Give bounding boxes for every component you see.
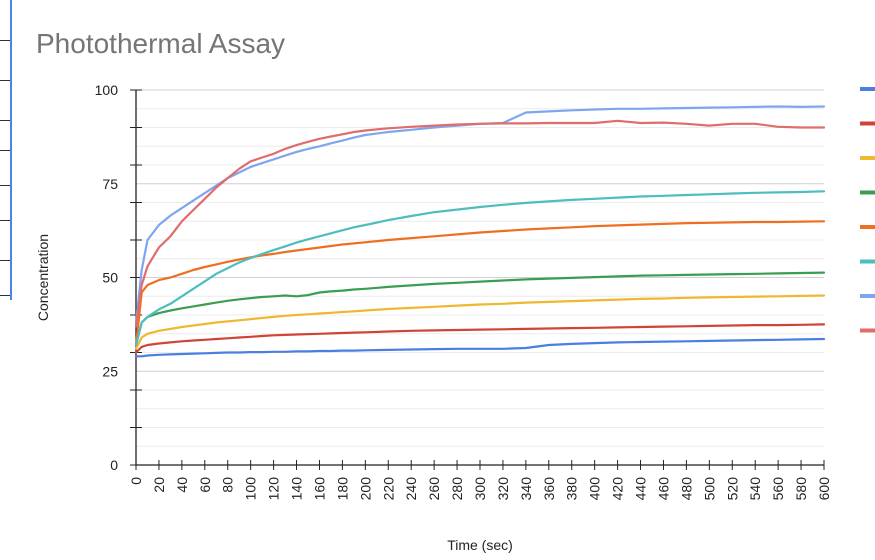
x-tick-label: 560 bbox=[770, 477, 786, 501]
series-line bbox=[134, 119, 826, 328]
x-tick-label: 380 bbox=[564, 477, 580, 501]
x-tick-label: 540 bbox=[747, 477, 763, 501]
x-tick-label: 500 bbox=[701, 477, 717, 501]
x-tick-label: 600 bbox=[816, 477, 832, 501]
series-line bbox=[134, 294, 826, 350]
x-tick-label: 420 bbox=[610, 477, 626, 501]
frame-tick bbox=[0, 185, 10, 186]
x-tick-label: 120 bbox=[266, 477, 282, 501]
y-tick-label: 75 bbox=[102, 176, 118, 192]
x-tick-label: 160 bbox=[311, 477, 327, 501]
y-tick-label: 100 bbox=[95, 82, 119, 98]
frame-tick bbox=[0, 150, 10, 151]
x-tick-label: 60 bbox=[197, 477, 213, 493]
frame-tick bbox=[0, 40, 10, 41]
x-tick-label: 200 bbox=[357, 477, 373, 501]
frame-tick bbox=[0, 295, 10, 296]
x-tick-label: 100 bbox=[243, 477, 259, 501]
x-tick-label: 240 bbox=[403, 477, 419, 501]
series-line bbox=[134, 271, 826, 347]
x-axis-label: Time (sec) bbox=[447, 537, 513, 553]
series-line bbox=[134, 190, 826, 347]
y-axis-label: Concentration bbox=[35, 234, 51, 321]
x-tick-label: 300 bbox=[472, 477, 488, 501]
x-tick-label: 260 bbox=[426, 477, 442, 501]
frame-tick bbox=[0, 220, 10, 221]
chart-title: Photothermal Assay bbox=[36, 28, 286, 59]
x-tick-label: 140 bbox=[289, 477, 305, 501]
x-tick-label: 580 bbox=[793, 477, 809, 501]
x-tick-label: 480 bbox=[678, 477, 694, 501]
x-tick-label: 280 bbox=[449, 477, 465, 501]
x-tick-label: 360 bbox=[541, 477, 557, 501]
x-tick-label: 20 bbox=[151, 477, 167, 493]
series-line bbox=[134, 105, 826, 324]
y-tick-label: 25 bbox=[102, 363, 118, 379]
x-tick-label: 220 bbox=[380, 477, 396, 501]
x-tick-label: 440 bbox=[633, 477, 649, 501]
left-frame-line bbox=[10, 0, 12, 300]
frame-tick bbox=[0, 120, 10, 121]
y-tick-label: 0 bbox=[110, 457, 118, 473]
x-tick-label: 340 bbox=[518, 477, 534, 501]
x-tick-label: 80 bbox=[220, 477, 236, 493]
x-tick-label: 0 bbox=[128, 477, 144, 485]
series-line bbox=[134, 337, 826, 358]
frame-tick bbox=[0, 260, 10, 261]
x-tick-label: 520 bbox=[724, 477, 740, 501]
y-tick-label: 50 bbox=[102, 270, 118, 286]
series-line bbox=[134, 323, 826, 354]
x-tick-label: 180 bbox=[334, 477, 350, 501]
frame-tick bbox=[0, 80, 10, 81]
x-tick-label: 400 bbox=[587, 477, 603, 501]
series-line bbox=[134, 220, 826, 347]
x-tick-label: 320 bbox=[495, 477, 511, 501]
x-tick-label: 460 bbox=[655, 477, 671, 501]
x-tick-label: 40 bbox=[174, 477, 190, 493]
